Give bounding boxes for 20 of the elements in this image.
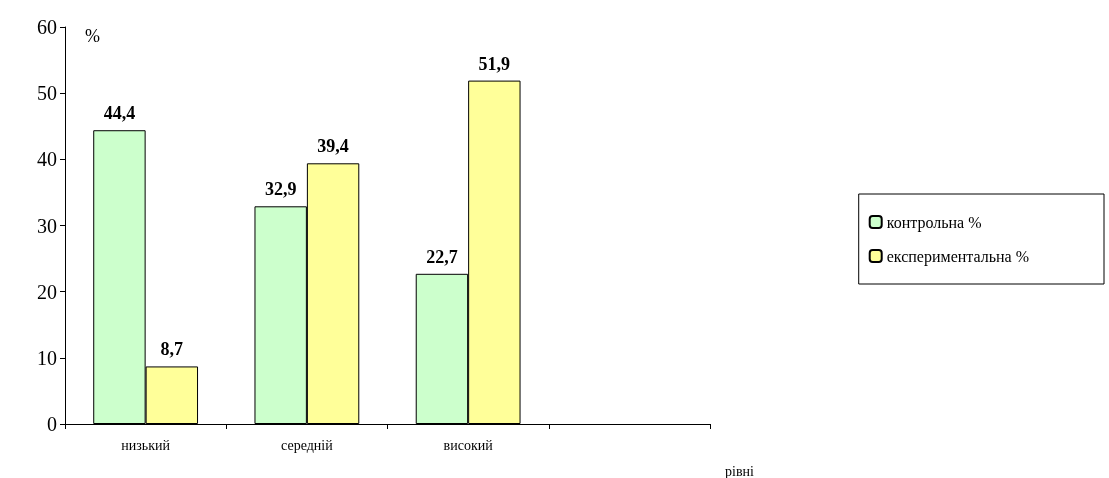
x-axis-title: рівні: [725, 463, 754, 478]
y-tick-label: 50: [37, 82, 57, 105]
data-label: 22,7: [426, 246, 458, 267]
y-tick-label: 40: [37, 148, 57, 171]
data-label: 44,4: [103, 103, 136, 124]
x-tick-label: середній: [281, 437, 334, 453]
y-axis-title: %: [85, 26, 100, 46]
data-label: 51,9: [478, 53, 511, 74]
data-label: 8,7: [160, 339, 184, 360]
legend-label: експериментальна %: [886, 247, 1029, 266]
y-tick-label: 60: [37, 16, 57, 38]
y-tick-label: 0: [47, 413, 57, 435]
y-tick-label: 30: [37, 214, 57, 237]
x-tick-label: високий: [443, 437, 494, 453]
y-tick-label: 20: [37, 280, 57, 303]
y-tick-label: 10: [37, 346, 57, 369]
data-label: 32,9: [264, 179, 297, 200]
legend-label: контрольна %: [886, 213, 982, 232]
x-tick-label: низький: [121, 437, 171, 453]
data-label: 39,4: [317, 136, 349, 157]
